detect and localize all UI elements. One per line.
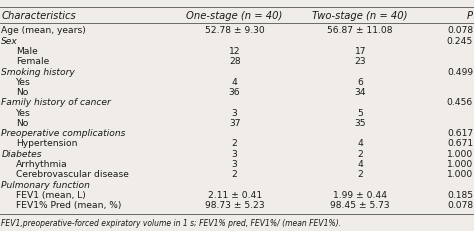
Text: Cerebrovascular disease: Cerebrovascular disease	[16, 170, 128, 179]
Text: Arrhythmia: Arrhythmia	[16, 159, 67, 168]
Text: Two-stage (n = 40): Two-stage (n = 40)	[312, 11, 408, 21]
Text: 4: 4	[357, 159, 363, 168]
Text: Diabetes: Diabetes	[1, 149, 42, 158]
Text: 34: 34	[355, 88, 366, 97]
Text: 35: 35	[355, 119, 366, 127]
Text: Family history of cancer: Family history of cancer	[1, 98, 111, 107]
Text: FEV1,preoperative-forced expiratory volume in 1 s; FEV1% pred, FEV1%/ (mean FEV1: FEV1,preoperative-forced expiratory volu…	[1, 219, 342, 227]
Text: 1.000: 1.000	[447, 159, 473, 168]
Text: Yes: Yes	[16, 108, 30, 117]
Text: 1.000: 1.000	[447, 149, 473, 158]
Text: Characteristics: Characteristics	[1, 11, 76, 21]
Text: 28: 28	[229, 57, 240, 66]
Text: 3: 3	[232, 149, 237, 158]
Text: One-stage (n = 40): One-stage (n = 40)	[186, 11, 283, 21]
Text: 23: 23	[355, 57, 366, 66]
Text: Age (mean, years): Age (mean, years)	[1, 26, 86, 35]
Text: 2: 2	[232, 139, 237, 148]
Text: 5: 5	[357, 108, 363, 117]
Text: 2: 2	[357, 149, 363, 158]
Text: FEV1% Pred (mean, %): FEV1% Pred (mean, %)	[16, 200, 121, 209]
Text: Yes: Yes	[16, 77, 30, 86]
Text: 1.99 ± 0.44: 1.99 ± 0.44	[333, 190, 387, 199]
Text: 4: 4	[232, 77, 237, 86]
Text: 3: 3	[232, 108, 237, 117]
Text: 98.73 ± 5.23: 98.73 ± 5.23	[205, 200, 264, 209]
Text: Smoking history: Smoking history	[1, 67, 75, 76]
Text: 0.245: 0.245	[447, 36, 473, 46]
Text: 2.11 ± 0.41: 2.11 ± 0.41	[208, 190, 262, 199]
Text: Female: Female	[16, 57, 49, 66]
Text: 0.671: 0.671	[447, 139, 473, 148]
Text: P: P	[467, 11, 473, 21]
Text: 37: 37	[229, 119, 240, 127]
Text: 36: 36	[229, 88, 240, 97]
Text: 98.45 ± 5.73: 98.45 ± 5.73	[330, 200, 390, 209]
Text: Sex: Sex	[1, 36, 18, 46]
Text: 1.000: 1.000	[447, 170, 473, 179]
Text: 6: 6	[357, 77, 363, 86]
Text: 0.499: 0.499	[447, 67, 473, 76]
Text: 52.78 ± 9.30: 52.78 ± 9.30	[205, 26, 264, 35]
Text: FEV1 (mean, L): FEV1 (mean, L)	[16, 190, 85, 199]
Text: 3: 3	[232, 159, 237, 168]
Text: Hypertension: Hypertension	[16, 139, 77, 148]
Text: Preoperative complications: Preoperative complications	[1, 129, 126, 138]
Text: No: No	[16, 119, 28, 127]
Text: 12: 12	[229, 47, 240, 56]
Text: Pulmonary function: Pulmonary function	[1, 180, 90, 189]
Text: 17: 17	[355, 47, 366, 56]
Text: 0.185: 0.185	[447, 190, 473, 199]
Text: 2: 2	[232, 170, 237, 179]
Text: 0.456: 0.456	[447, 98, 473, 107]
Text: Male: Male	[16, 47, 37, 56]
Text: 4: 4	[357, 139, 363, 148]
Text: No: No	[16, 88, 28, 97]
Text: 2: 2	[357, 170, 363, 179]
Text: 56.87 ± 11.08: 56.87 ± 11.08	[328, 26, 393, 35]
Text: 0.078: 0.078	[447, 26, 473, 35]
Text: 0.078: 0.078	[447, 200, 473, 209]
Text: 0.617: 0.617	[447, 129, 473, 138]
